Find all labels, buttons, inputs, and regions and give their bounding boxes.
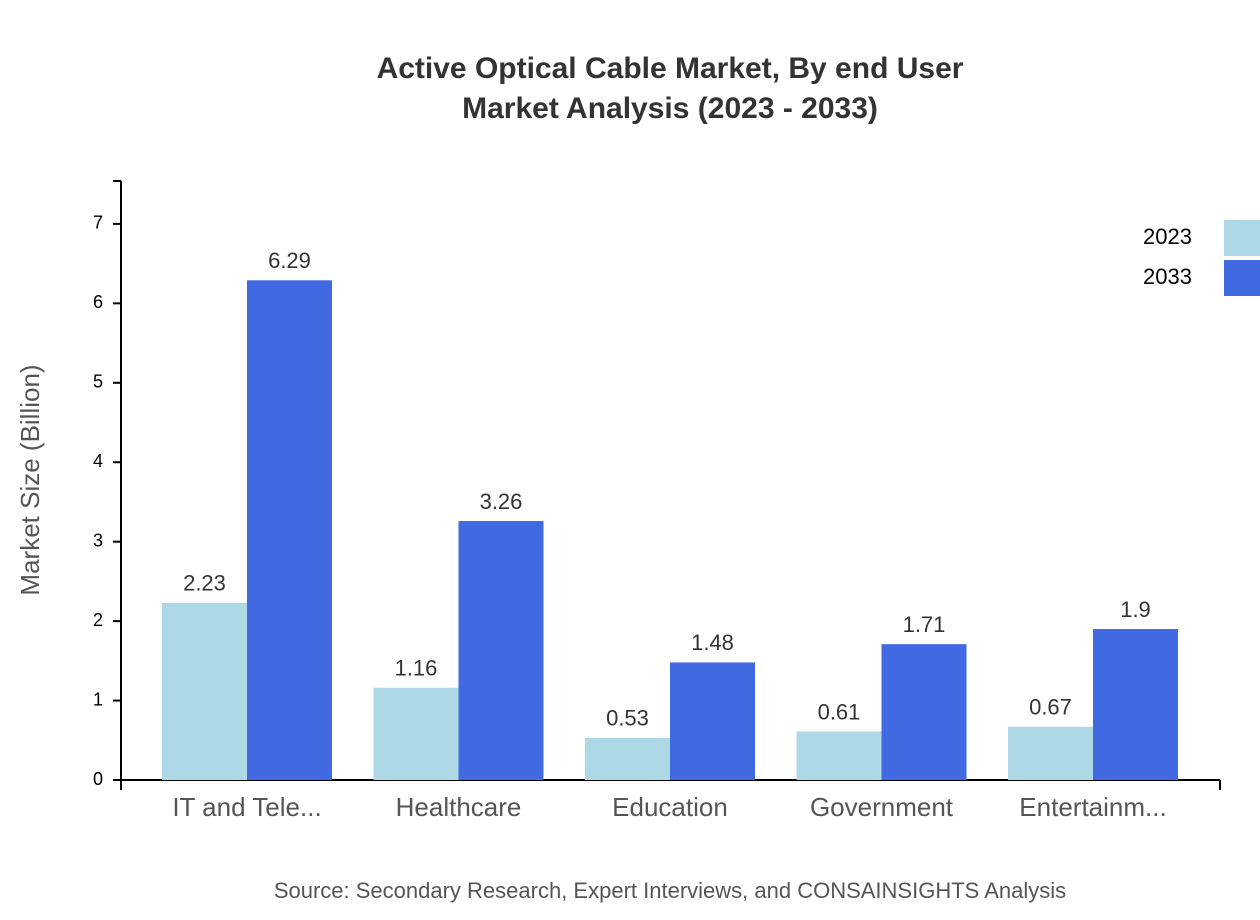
value-label: 1.16: [395, 656, 438, 681]
y-tick-label: 6: [93, 292, 103, 312]
y-tick-label: 0: [93, 769, 103, 789]
legend-label: 2023: [1143, 224, 1192, 249]
bar: [1093, 629, 1178, 780]
value-label: 2.23: [183, 571, 226, 596]
value-label: 6.29: [268, 248, 311, 273]
value-label: 1.48: [691, 630, 734, 655]
bar: [162, 602, 247, 780]
bar: [585, 737, 670, 780]
bar: [670, 662, 755, 780]
bar: [247, 280, 332, 780]
value-label: 0.53: [606, 706, 649, 731]
value-label: 3.26: [480, 489, 523, 514]
source-note: Source: Secondary Research, Expert Inter…: [274, 878, 1066, 903]
value-label: 1.9: [1120, 597, 1151, 622]
x-tick-label: Education: [612, 792, 728, 822]
y-tick-label: 1: [93, 689, 103, 709]
x-tick-label: Healthcare: [396, 792, 522, 822]
x-tick-label: Entertainm...: [1019, 792, 1166, 822]
legend-swatch: [1224, 220, 1260, 256]
y-tick-label: 3: [93, 530, 103, 550]
y-tick-label: 5: [93, 372, 103, 392]
value-label: 1.71: [903, 612, 946, 637]
chart-title: Active Optical Cable Market, By end User: [377, 52, 964, 85]
y-tick-label: 2: [93, 610, 103, 630]
y-tick-label: 4: [93, 451, 103, 471]
y-axis-label: Market Size (Billion): [15, 364, 45, 595]
bar: [881, 644, 967, 780]
x-tick-label: Government: [810, 792, 954, 822]
bar: [373, 687, 459, 780]
bar: [1008, 726, 1093, 780]
legend-label: 2033: [1143, 264, 1192, 289]
y-tick-label: 7: [93, 213, 103, 233]
legend-swatch: [1224, 260, 1260, 296]
value-label: 0.61: [818, 699, 861, 724]
bar: [458, 521, 544, 780]
bar: [796, 731, 882, 780]
x-tick-label: IT and Tele...: [172, 792, 321, 822]
chart-subtitle: Market Analysis (2023 - 2033): [462, 92, 878, 125]
value-label: 0.67: [1029, 695, 1072, 720]
